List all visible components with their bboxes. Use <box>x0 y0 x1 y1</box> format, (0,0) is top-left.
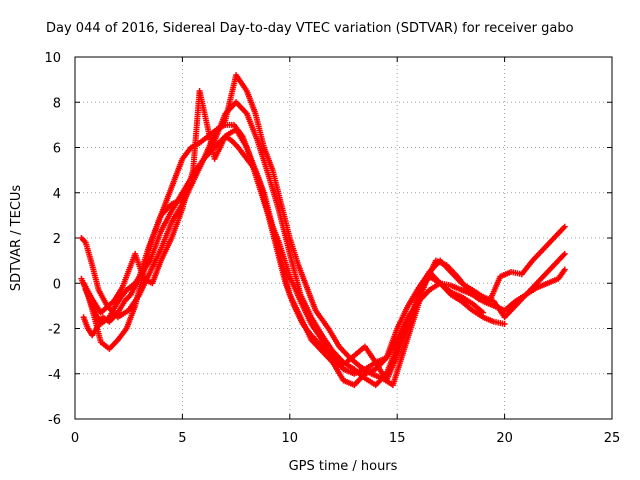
y-axis-label: SDTVAR / TECUs <box>9 185 24 292</box>
x-tick-label: 0 <box>71 431 79 446</box>
y-tick-label: 6 <box>53 142 61 157</box>
data-point <box>561 266 568 273</box>
data-point <box>561 223 568 230</box>
y-tick-label: -4 <box>48 368 61 383</box>
data-point <box>480 309 487 316</box>
data-points <box>78 72 568 389</box>
x-axis-label: GPS time / hours <box>289 459 398 474</box>
x-tick-label: 15 <box>389 431 406 446</box>
x-tick-label: 5 <box>178 431 186 446</box>
y-tick-label: -2 <box>48 323 61 338</box>
y-tick-label: -6 <box>48 413 61 428</box>
y-tick-label: 4 <box>53 187 61 202</box>
x-tick-label: 25 <box>604 431 621 446</box>
x-tick-label: 10 <box>282 431 299 446</box>
data-point <box>561 250 568 257</box>
axis-ticks: 0 5 10 15 20 25 -6 -4 -2 0 2 4 6 8 10 <box>44 51 620 446</box>
y-tick-label: 10 <box>44 51 61 66</box>
y-tick-label: 2 <box>53 232 61 247</box>
x-tick-label: 20 <box>496 431 513 446</box>
data-point <box>501 320 508 327</box>
chart-title: Day 044 of 2016, Sidereal Day-to-day VTE… <box>46 21 574 36</box>
y-tick-label: 8 <box>53 96 61 111</box>
y-tick-label: 0 <box>53 277 61 292</box>
